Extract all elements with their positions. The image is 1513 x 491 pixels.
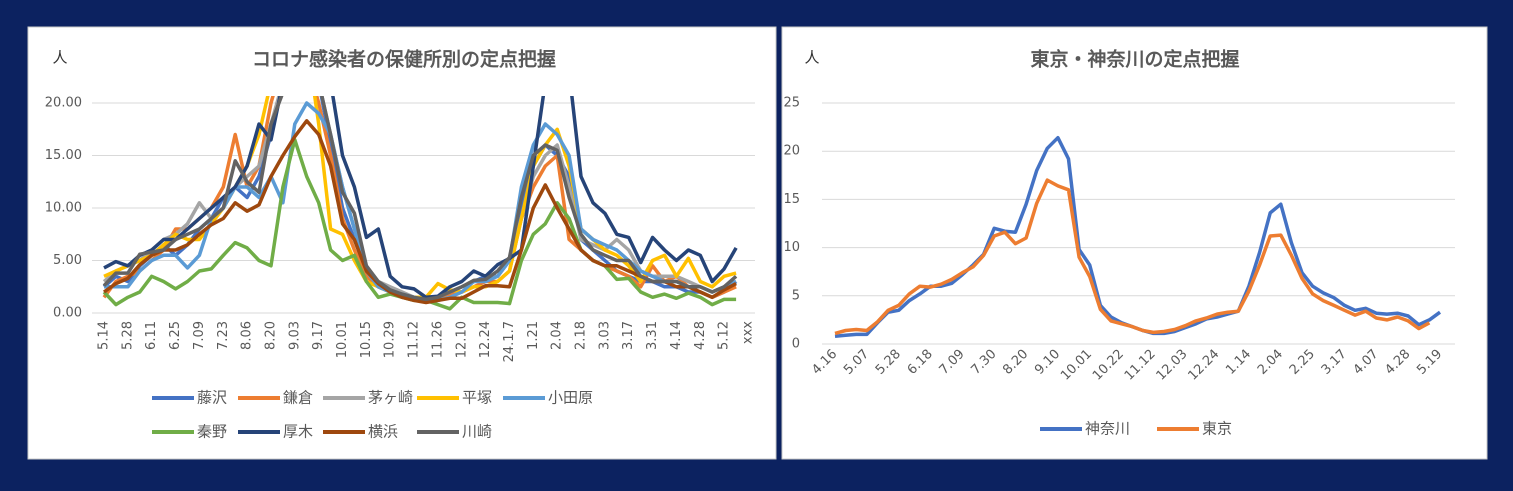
- legend-label: 横浜: [368, 423, 398, 441]
- x-tick-label: 9.03: [287, 321, 302, 350]
- x-tick-label: 5.12: [717, 321, 732, 350]
- x-tick-label: 2.18: [574, 321, 589, 350]
- x-tick-label: 9.17: [311, 321, 326, 350]
- chart-title: 東京・神奈川の定点把握: [1030, 48, 1239, 71]
- x-tick-label: 24.1.7: [502, 321, 517, 362]
- x-tick-label: 3.03: [597, 321, 612, 350]
- x-tick-label: xxx: [741, 321, 756, 344]
- plot-area: [834, 135, 1442, 339]
- x-tick-label: 12.24: [478, 321, 493, 358]
- y-tick-label: 20.00: [45, 96, 82, 111]
- x-tick-label: 6.25: [168, 321, 183, 350]
- y-tick-label: 10: [783, 240, 800, 255]
- series-line: [834, 178, 1431, 336]
- y-tick-label: 5: [792, 288, 800, 303]
- y-axis-label: 人: [52, 49, 67, 67]
- y-tick-label: 0.00: [53, 306, 82, 321]
- chart-title: コロナ感染者の保健所別の定点把握: [252, 48, 556, 71]
- y-axis-label: 人: [804, 49, 819, 67]
- x-tick-label: 5.14: [97, 321, 112, 350]
- y-tick-label: 25: [783, 96, 800, 111]
- x-tick-label: 7.09: [192, 321, 207, 350]
- x-tick-label: 5.28: [120, 321, 135, 350]
- legend-label: 厚木: [283, 423, 313, 441]
- y-tick-label: 0: [792, 337, 800, 352]
- y-tick-label: 15: [783, 192, 800, 207]
- panel: [781, 26, 1488, 460]
- x-tick-label: 1.21: [526, 321, 541, 350]
- legend-label: 茅ヶ崎: [368, 389, 413, 407]
- plot-area: [102, 96, 738, 311]
- x-tick-label: 3.31: [645, 321, 660, 350]
- legend-label: 神奈川: [1085, 420, 1130, 438]
- x-tick-label: 12.10: [454, 321, 469, 358]
- x-tick-label: 4.28: [693, 321, 708, 350]
- x-tick-label: 4.14: [669, 321, 684, 350]
- series-line: [103, 96, 738, 300]
- x-tick-label: 8.20: [263, 321, 278, 350]
- legend-label: 小田原: [548, 389, 593, 407]
- x-tick-label: 11.26: [430, 321, 445, 358]
- x-tick-label: 7.23: [216, 321, 231, 350]
- y-tick-label: 20: [783, 144, 800, 159]
- legend-label: 藤沢: [197, 389, 227, 407]
- x-tick-label: 3.17: [621, 321, 636, 350]
- x-tick-label: 6.11: [144, 321, 159, 350]
- y-tick-label: 5.00: [53, 253, 82, 268]
- y-tick-label: 10.00: [45, 201, 82, 216]
- series-line: [102, 96, 738, 302]
- legend-label: 鎌倉: [283, 389, 313, 407]
- x-tick-label: 2.04: [550, 321, 565, 350]
- legend-label: 平塚: [462, 389, 492, 407]
- series-line: [102, 119, 737, 305]
- legend-label: 秦野: [197, 423, 227, 441]
- x-tick-label: 10.15: [359, 321, 374, 358]
- x-tick-label: 10.01: [335, 321, 350, 358]
- x-tick-label: 10.29: [383, 321, 398, 358]
- legend-label: 東京: [1202, 420, 1232, 438]
- y-tick-label: 15.00: [45, 148, 82, 163]
- x-tick-label: 11.12: [407, 321, 422, 358]
- x-tick-label: 8.06: [240, 321, 255, 350]
- legend-label: 川崎: [462, 423, 492, 441]
